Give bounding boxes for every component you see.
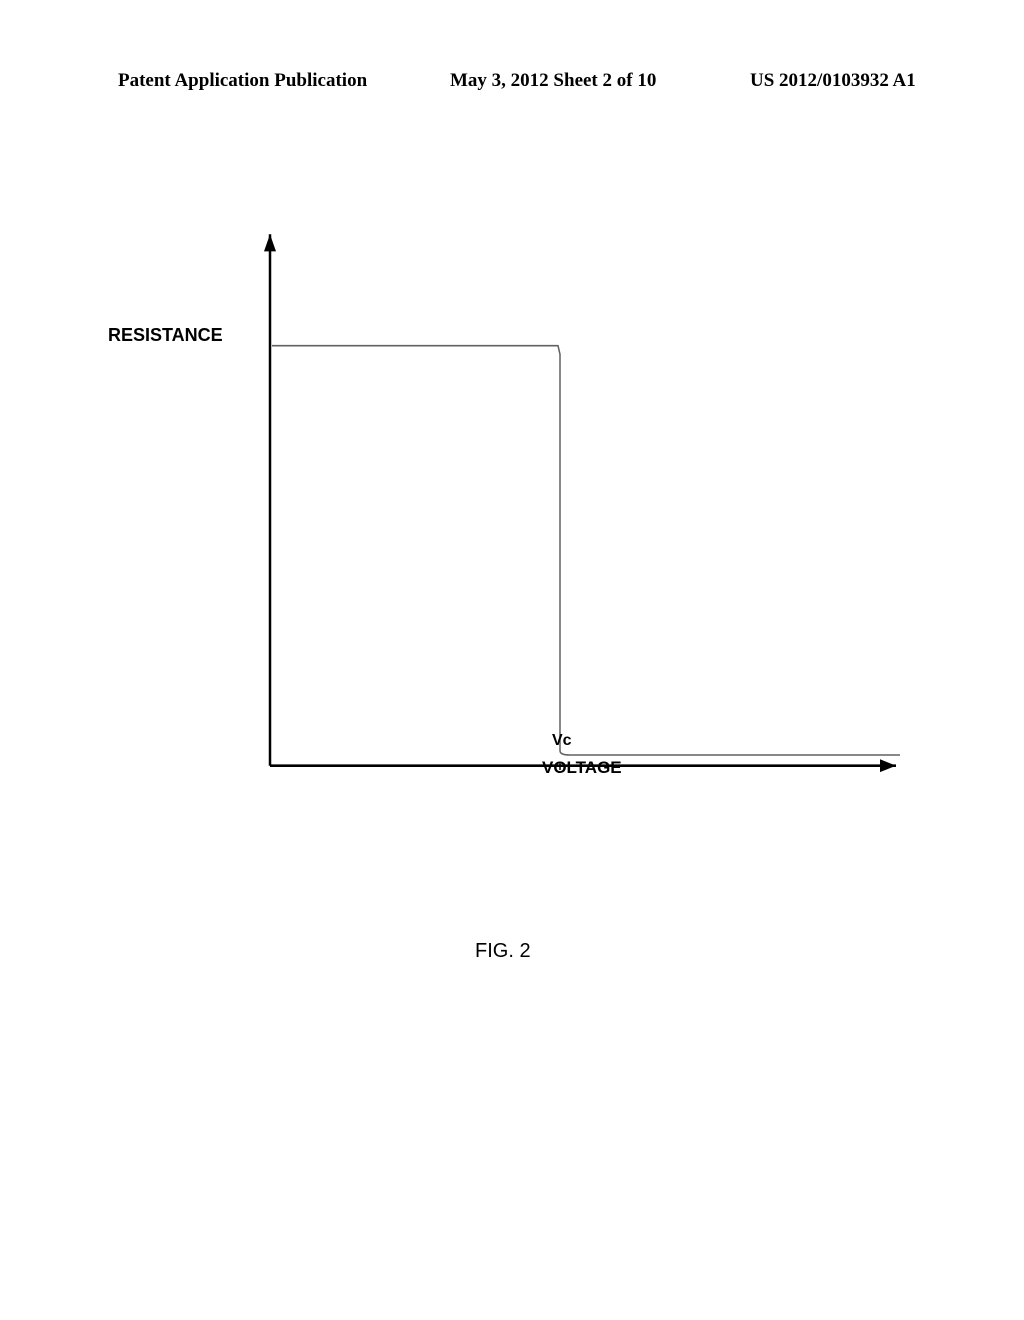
y-axis-arrow [264,234,276,251]
resistance-voltage-chart [140,230,900,830]
chart-svg [140,230,900,830]
x-axis-label: VOLTAGE [542,758,622,778]
header-left-text: Patent Application Publication [118,70,367,92]
x-axis-arrow [880,759,896,772]
x-tick-vc-label: Vc [552,732,572,750]
header-center-text: May 3, 2012 Sheet 2 of 10 [450,70,656,92]
resistance-curve [272,346,900,755]
y-axis-label: RESISTANCE [108,325,223,346]
header-right-text: US 2012/0103932 A1 [750,70,916,92]
figure-caption: FIG. 2 [475,940,531,963]
